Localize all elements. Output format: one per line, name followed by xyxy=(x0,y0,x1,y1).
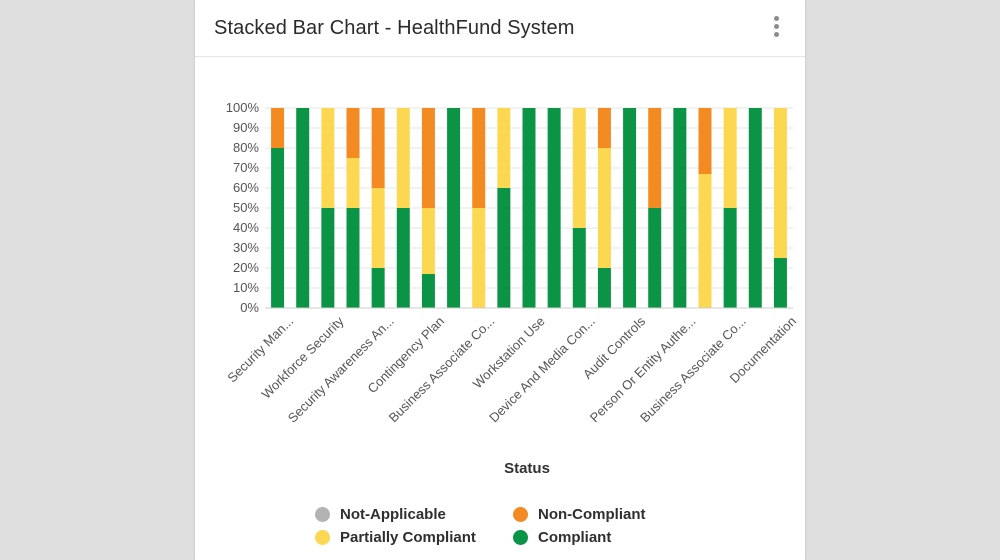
bar-segment-partially-compliant xyxy=(396,108,410,208)
bar-segment-compliant xyxy=(296,108,310,308)
y-tick-label: 20% xyxy=(233,260,259,275)
bar-segment-partially-compliant xyxy=(346,158,360,208)
menu-dot xyxy=(773,16,779,21)
x-axis-title: Status xyxy=(504,460,550,477)
bar-segment-compliant xyxy=(597,268,611,308)
legend-marker-icon xyxy=(513,530,528,545)
bar-segment-partially-compliant xyxy=(321,108,335,208)
y-tick-label: 50% xyxy=(233,200,259,215)
legend-item-not-applicable[interactable]: Not-Applicable xyxy=(315,506,446,523)
bar-segment-non-compliant xyxy=(371,108,385,188)
y-tick-label: 90% xyxy=(233,120,259,135)
bar-segment-compliant xyxy=(773,258,787,308)
bar-segment-non-compliant xyxy=(472,108,486,208)
y-tick-label: 0% xyxy=(240,300,259,315)
bar-segment-compliant xyxy=(623,108,637,308)
bar-segment-compliant xyxy=(396,208,410,308)
bar-segment-partially-compliant xyxy=(572,108,586,228)
more-vert-icon[interactable] xyxy=(767,16,785,40)
legend-marker-icon xyxy=(315,530,330,545)
legend-label: Partially Compliant xyxy=(340,529,476,546)
bar-segment-non-compliant xyxy=(421,108,435,208)
bar-segment-non-compliant xyxy=(648,108,662,208)
menu-dot xyxy=(773,32,779,37)
bar-segment-partially-compliant xyxy=(723,108,737,208)
bar-segment-compliant xyxy=(447,108,461,308)
legend-marker-icon xyxy=(315,507,330,522)
legend-item-non-compliant[interactable]: Non-Compliant xyxy=(513,506,645,523)
card-header: Stacked Bar Chart - HealthFund System xyxy=(195,0,805,57)
bar-segment-non-compliant xyxy=(271,108,285,148)
legend-item-compliant[interactable]: Compliant xyxy=(513,529,611,546)
chart-card: Stacked Bar Chart - HealthFund System 0%… xyxy=(195,0,805,560)
bar-segment-compliant xyxy=(421,274,435,308)
y-tick-label: 80% xyxy=(233,140,259,155)
bar-segment-compliant xyxy=(497,188,511,308)
legend-marker-icon xyxy=(513,507,528,522)
bar-segment-compliant xyxy=(321,208,335,308)
legend-item-partially-compliant[interactable]: Partially Compliant xyxy=(315,529,476,546)
bar-segment-compliant xyxy=(723,208,737,308)
bar-segment-compliant xyxy=(271,148,285,308)
y-tick-label: 60% xyxy=(233,180,259,195)
y-tick-label: 10% xyxy=(233,280,259,295)
bar-segment-partially-compliant xyxy=(698,174,712,308)
y-tick-label: 40% xyxy=(233,220,259,235)
bar-segment-compliant xyxy=(748,108,762,308)
bar-segment-partially-compliant xyxy=(421,208,435,274)
legend-label: Not-Applicable xyxy=(340,506,446,523)
y-tick-label: 100% xyxy=(226,100,260,115)
bar-segment-partially-compliant xyxy=(773,108,787,258)
bar-segment-compliant xyxy=(371,268,385,308)
bar-segment-partially-compliant xyxy=(371,188,385,268)
y-tick-label: 70% xyxy=(233,160,259,175)
bar-segment-partially-compliant xyxy=(472,208,486,308)
bar-segment-compliant xyxy=(346,208,360,308)
bar-segment-non-compliant xyxy=(346,108,360,158)
bar-segment-compliant xyxy=(522,108,536,308)
bar-segment-compliant xyxy=(673,108,687,308)
legend-label: Non-Compliant xyxy=(538,506,646,523)
bar-segment-non-compliant xyxy=(698,108,712,174)
chart-legend: Not-Applicable Non-Compliant Partially C… xyxy=(315,506,715,556)
bar-segment-partially-compliant xyxy=(497,108,511,188)
bar-segment-compliant xyxy=(547,108,561,308)
bar-segment-non-compliant xyxy=(597,108,611,148)
menu-dot xyxy=(773,24,779,29)
bar-segment-compliant xyxy=(572,228,586,308)
y-tick-label: 30% xyxy=(233,240,259,255)
stacked-bar-chart: 0%10%20%30%40%50%60%70%80%90%100%Securit… xyxy=(224,100,799,477)
legend-label: Compliant xyxy=(538,529,612,546)
chart-title: Stacked Bar Chart - HealthFund System xyxy=(214,17,575,39)
bar-segment-partially-compliant xyxy=(597,148,611,268)
bar-segment-compliant xyxy=(648,208,662,308)
